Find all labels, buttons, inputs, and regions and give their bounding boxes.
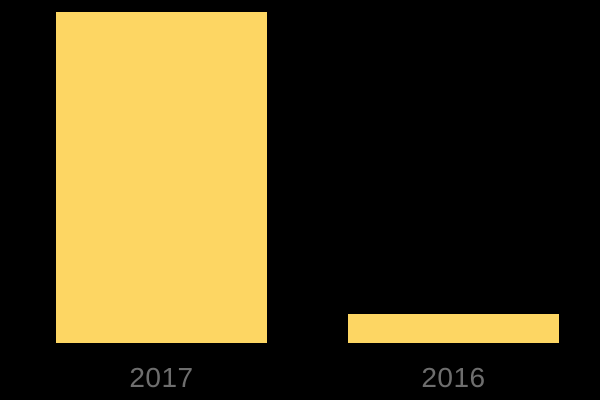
plot-area bbox=[56, 12, 559, 343]
x-tick-label-2017: 2017 bbox=[129, 362, 194, 393]
bar-2016 bbox=[348, 314, 559, 343]
bar-2017 bbox=[56, 12, 267, 343]
x-tick-label-2016: 2016 bbox=[421, 362, 486, 393]
x-axis-labels: 2017 2016 bbox=[56, 363, 559, 393]
